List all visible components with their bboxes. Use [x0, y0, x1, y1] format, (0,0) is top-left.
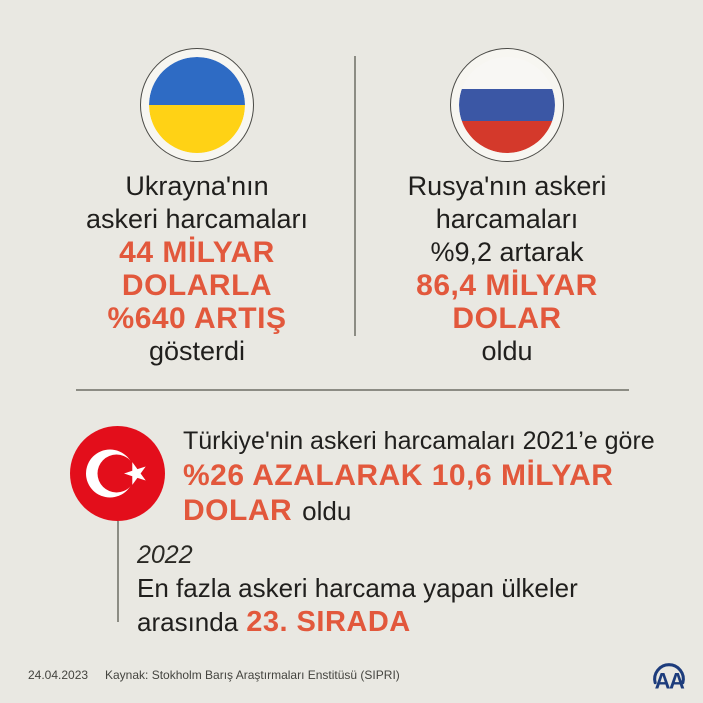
svg-text:AA: AA — [655, 668, 685, 693]
russia-flag-icon — [459, 57, 555, 153]
ukraine-flag-ring — [140, 48, 254, 162]
horizontal-divider — [76, 389, 629, 391]
ukraine-highlight-line: DOLARLA — [121, 269, 273, 302]
turkey-suffix-word: oldu — [302, 496, 352, 526]
year-label: 2022 — [137, 541, 193, 569]
ukraine-stat-block: Ukrayna'nın askeri harcamaları 44 MİLYAR… — [59, 170, 335, 368]
rank-text-line: En fazla askeri harcama yapan ülkeler — [137, 573, 578, 603]
turkey-highlight-word: DOLAR — [183, 494, 293, 527]
flag-connector-line — [117, 521, 119, 622]
vertical-divider — [354, 56, 356, 336]
aa-agency-logo: AA — [648, 656, 690, 696]
turkey-stat-block: Türkiye'nin askeri harcamaları 2021’e gö… — [183, 424, 658, 529]
ukraine-text-line: gösterdi — [148, 336, 246, 366]
russia-text-line: harcamaları — [435, 204, 579, 234]
russia-stat-block: Rusya'nın askeri harcamaları %9,2 artara… — [369, 170, 645, 368]
ukraine-highlight-line: 44 MİLYAR — [119, 236, 275, 269]
turkey-flag-icon — [70, 426, 165, 521]
russia-highlight-line: DOLAR — [452, 302, 562, 335]
russia-text-line: oldu — [481, 336, 533, 366]
date-label: 24.04.2023 — [28, 668, 89, 682]
rank-prefix: arasında — [137, 607, 239, 637]
russia-text-line: %9,2 artarak — [430, 237, 584, 267]
turkey-text-line: Türkiye'nin askeri harcamaları 2021’e gö… — [183, 427, 655, 455]
russia-flag-ring — [450, 48, 564, 162]
rank-block: 2022 En fazla askeri harcama yapan ülkel… — [137, 538, 647, 640]
ukraine-flag-icon — [149, 57, 245, 153]
rank-text-line: arasında 23. SIRADA — [137, 605, 647, 640]
russia-section: Rusya'nın askeri harcamaları %9,2 artara… — [369, 48, 645, 368]
rank-highlight: 23. SIRADA — [246, 606, 411, 638]
ukraine-section: Ukrayna'nın askeri harcamaları 44 MİLYAR… — [59, 48, 335, 368]
russia-highlight-line: 86,4 MİLYAR — [416, 269, 598, 302]
turkey-flag-badge — [70, 426, 165, 521]
ukraine-text-line: askeri harcamaları — [85, 204, 309, 234]
turkey-highlight-line: %26 AZALARAK 10,6 MİLYAR — [183, 459, 614, 492]
russia-text-line: Rusya'nın askeri — [407, 171, 607, 201]
turkey-highlight-line: DOLAR oldu — [183, 493, 658, 529]
aa-logo-icon: AA — [653, 663, 686, 693]
ukraine-highlight-line: %640 ARTIŞ — [107, 302, 287, 335]
source-label: Kaynak: Stokholm Barış Araştırmaları Ens… — [105, 668, 400, 682]
ukraine-text-line: Ukrayna'nın — [125, 171, 269, 201]
